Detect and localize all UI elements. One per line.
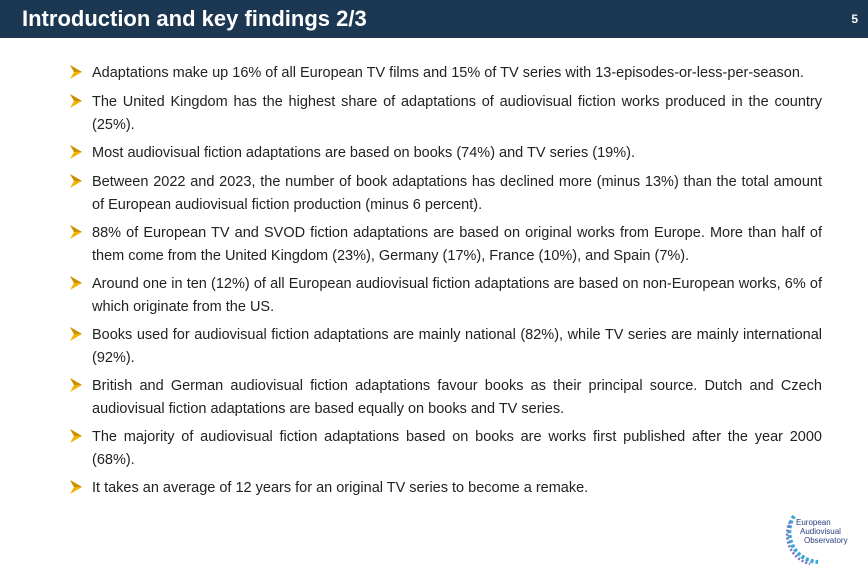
finding-item: British and German audiovisual fiction a… (68, 375, 822, 421)
finding-text: 88% of European TV and SVOD fiction adap… (92, 225, 822, 264)
finding-item: Around one in ten (12%) of all European … (68, 273, 822, 319)
finding-item: Books used for audiovisual fiction adapt… (68, 324, 822, 370)
page-number: 5 (851, 12, 858, 26)
finding-text: Between 2022 and 2023, the number of boo… (92, 174, 822, 213)
logo-line-3: Observatory (804, 536, 848, 545)
logo-line-1: European (796, 518, 831, 527)
finding-text: The majority of audiovisual fiction adap… (92, 429, 822, 468)
finding-item: The United Kingdom has the highest share… (68, 91, 822, 137)
arrow-bullet-icon (68, 222, 92, 246)
slide-title: Introduction and key findings 2/3 (22, 6, 367, 31)
arrow-bullet-icon (68, 426, 92, 450)
finding-item: The majority of audiovisual fiction adap… (68, 426, 822, 472)
arrow-bullet-icon (68, 477, 92, 501)
finding-text: Books used for audiovisual fiction adapt… (92, 327, 822, 366)
finding-item: Between 2022 and 2023, the number of boo… (68, 171, 822, 217)
finding-text: Around one in ten (12%) of all European … (92, 276, 822, 315)
arrow-bullet-icon (68, 142, 92, 166)
finding-text: Most audiovisual fiction adaptations are… (92, 145, 635, 161)
arrow-bullet-icon (68, 62, 92, 86)
logo-line-2: Audiovisual (800, 527, 841, 536)
key-findings-list: Adaptations make up 16% of all European … (68, 62, 822, 506)
european-audiovisual-observatory-logo: European Audiovisual Observatory (780, 512, 864, 568)
logo-text: European Audiovisual Observatory (796, 518, 848, 545)
finding-item: 88% of European TV and SVOD fiction adap… (68, 222, 822, 268)
arrow-bullet-icon (68, 91, 92, 115)
arrow-bullet-icon (68, 171, 92, 195)
arrow-bullet-icon (68, 375, 92, 399)
finding-text: It takes an average of 12 years for an o… (92, 480, 589, 496)
finding-item: Adaptations make up 16% of all European … (68, 62, 822, 86)
finding-item: Most audiovisual fiction adaptations are… (68, 142, 822, 166)
arrow-bullet-icon (68, 273, 92, 297)
arrow-bullet-icon (68, 324, 92, 348)
finding-text: Adaptations make up 16% of all European … (92, 65, 804, 81)
slide-header: Introduction and key findings 2/3 5 (0, 0, 868, 38)
finding-text: British and German audiovisual fiction a… (92, 378, 822, 417)
finding-item: It takes an average of 12 years for an o… (68, 477, 822, 501)
finding-text: The United Kingdom has the highest share… (92, 94, 822, 133)
